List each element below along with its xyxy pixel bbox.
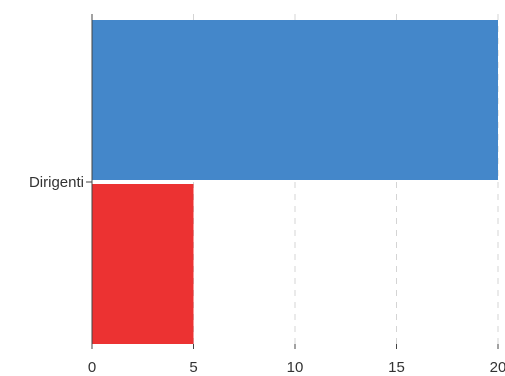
bars — [92, 20, 498, 344]
x-tick-label-3: 15 — [388, 359, 405, 376]
bar-dirigenti-series-1 — [92, 20, 498, 180]
axis-labels: Dirigenti 0 5 10 15 20 — [29, 174, 505, 376]
bar-dirigenti-series-2 — [92, 184, 194, 344]
x-tick-label-2: 10 — [287, 359, 304, 376]
x-tick-label-0: 0 — [88, 359, 96, 376]
x-tick-label-4: 20 — [490, 359, 505, 376]
x-tick-label-1: 5 — [189, 359, 197, 376]
axes — [86, 14, 499, 349]
y-tick-label-0: Dirigenti — [29, 174, 84, 191]
